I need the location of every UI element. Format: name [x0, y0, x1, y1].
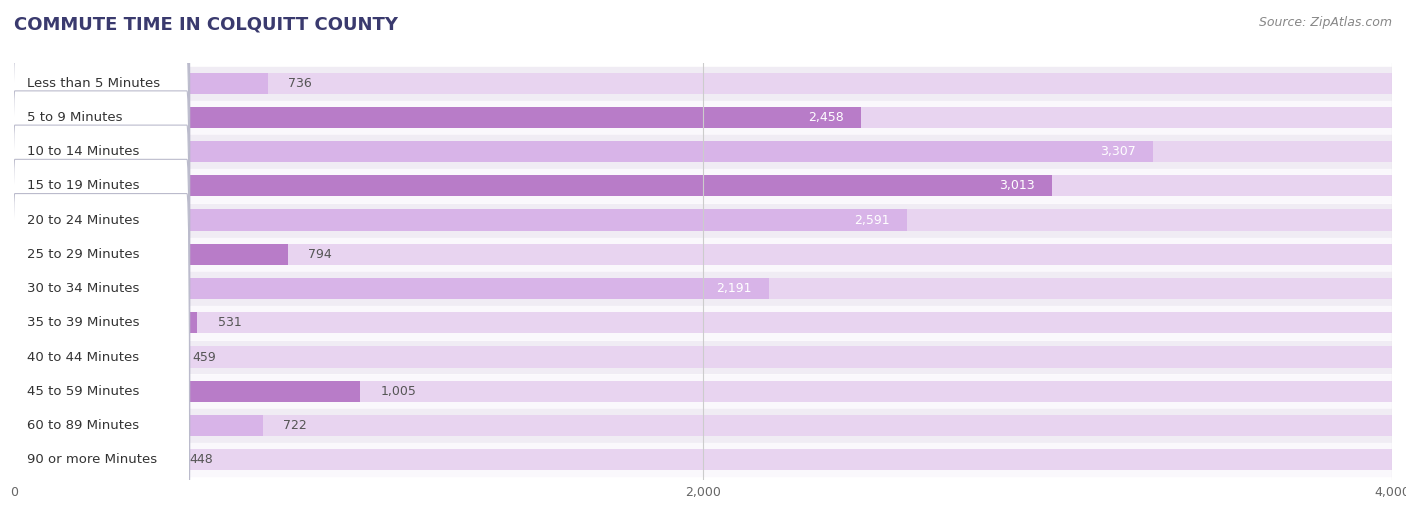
Text: 5 to 9 Minutes: 5 to 9 Minutes: [27, 111, 122, 124]
Bar: [14, 244, 1392, 265]
Bar: [14, 347, 1392, 367]
Bar: [14, 175, 1392, 196]
Bar: [14, 340, 1392, 373]
FancyBboxPatch shape: [13, 159, 190, 522]
Text: 35 to 39 Minutes: 35 to 39 Minutes: [27, 316, 139, 329]
FancyBboxPatch shape: [13, 125, 190, 522]
Bar: [14, 204, 1392, 236]
Bar: [14, 67, 1392, 100]
FancyBboxPatch shape: [13, 22, 190, 522]
Text: 531: 531: [218, 316, 242, 329]
Bar: [14, 141, 1392, 162]
Text: 736: 736: [288, 77, 312, 90]
Bar: [14, 381, 1392, 402]
FancyBboxPatch shape: [13, 0, 190, 418]
FancyBboxPatch shape: [13, 194, 190, 522]
FancyBboxPatch shape: [13, 0, 190, 520]
Bar: [14, 170, 1392, 203]
Text: 10 to 14 Minutes: 10 to 14 Minutes: [27, 145, 139, 158]
Text: 25 to 29 Minutes: 25 to 29 Minutes: [27, 248, 139, 261]
Bar: [14, 375, 1392, 408]
Bar: [14, 135, 1392, 168]
Text: 448: 448: [188, 453, 212, 466]
Text: 2,591: 2,591: [853, 213, 890, 227]
Text: 722: 722: [284, 419, 307, 432]
Bar: [14, 443, 1392, 476]
FancyBboxPatch shape: [13, 0, 190, 452]
Text: Less than 5 Minutes: Less than 5 Minutes: [27, 77, 160, 90]
Bar: [14, 278, 769, 299]
Text: 3,013: 3,013: [1000, 180, 1035, 193]
Bar: [14, 107, 860, 128]
Bar: [14, 409, 1392, 442]
FancyBboxPatch shape: [13, 0, 190, 486]
Text: 90 or more Minutes: 90 or more Minutes: [27, 453, 157, 466]
Bar: [14, 209, 907, 231]
Bar: [14, 306, 1392, 339]
Bar: [14, 415, 263, 436]
Bar: [14, 272, 1392, 305]
Bar: [14, 347, 172, 367]
Bar: [14, 449, 1392, 470]
Bar: [14, 107, 1392, 128]
Text: 60 to 89 Minutes: 60 to 89 Minutes: [27, 419, 139, 432]
Text: 2,458: 2,458: [808, 111, 844, 124]
FancyBboxPatch shape: [13, 57, 190, 522]
Bar: [14, 381, 360, 402]
Bar: [14, 209, 1392, 231]
Bar: [14, 415, 1392, 436]
Bar: [14, 244, 288, 265]
Bar: [14, 73, 1392, 94]
Text: 1,005: 1,005: [381, 385, 416, 398]
Bar: [14, 141, 1153, 162]
Text: 40 to 44 Minutes: 40 to 44 Minutes: [27, 350, 139, 363]
Text: Source: ZipAtlas.com: Source: ZipAtlas.com: [1258, 16, 1392, 29]
Bar: [14, 278, 1392, 299]
Text: 459: 459: [193, 350, 217, 363]
Text: 20 to 24 Minutes: 20 to 24 Minutes: [27, 213, 139, 227]
Text: 794: 794: [308, 248, 332, 261]
Bar: [14, 312, 197, 334]
Text: COMMUTE TIME IN COLQUITT COUNTY: COMMUTE TIME IN COLQUITT COUNTY: [14, 16, 398, 33]
Text: 2,191: 2,191: [716, 282, 752, 295]
Bar: [14, 238, 1392, 271]
Bar: [14, 73, 267, 94]
Bar: [14, 449, 169, 470]
Bar: [14, 101, 1392, 134]
Text: 3,307: 3,307: [1101, 145, 1136, 158]
FancyBboxPatch shape: [13, 0, 190, 384]
Bar: [14, 312, 1392, 334]
FancyBboxPatch shape: [13, 0, 190, 349]
Text: 15 to 19 Minutes: 15 to 19 Minutes: [27, 180, 139, 193]
Text: 45 to 59 Minutes: 45 to 59 Minutes: [27, 385, 139, 398]
Bar: [14, 175, 1052, 196]
Text: 30 to 34 Minutes: 30 to 34 Minutes: [27, 282, 139, 295]
FancyBboxPatch shape: [13, 91, 190, 522]
